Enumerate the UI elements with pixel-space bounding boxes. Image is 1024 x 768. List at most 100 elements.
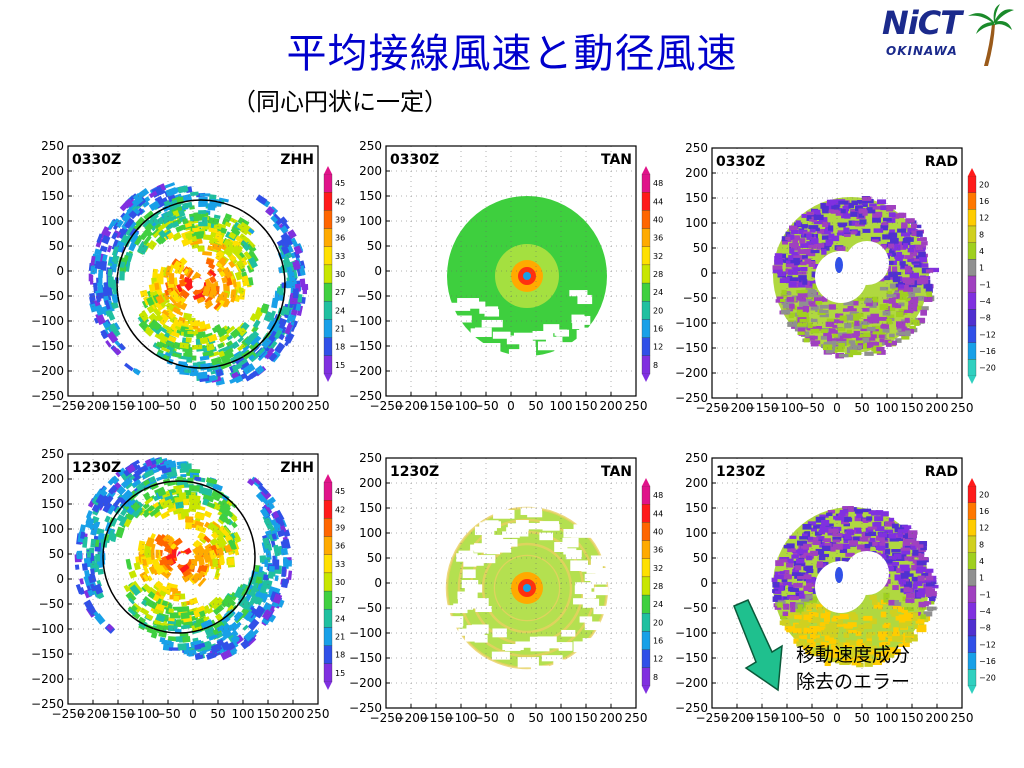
slide-title: 平均接線風速と動径風速 xyxy=(286,31,738,77)
x-tick-label: 100 xyxy=(876,711,899,725)
colorbar-label: 20 xyxy=(653,618,663,627)
y-tick-label: 250 xyxy=(685,451,708,465)
y-tick-label: −200 xyxy=(31,364,64,378)
y-tick-label: 150 xyxy=(685,191,708,205)
y-tick-label: −50 xyxy=(39,289,64,303)
y-tick-label: −200 xyxy=(675,366,708,380)
colorbar-label: 39 xyxy=(335,523,345,532)
x-tick-label: −250 xyxy=(696,401,729,415)
x-tick-label: −50 xyxy=(155,707,180,721)
x-tick-label: −100 xyxy=(771,711,804,725)
x-tick-label: 50 xyxy=(210,707,225,721)
x-tick-label: 200 xyxy=(282,399,305,413)
slide-subtitle: （同心円状に一定） xyxy=(232,88,448,116)
y-tick-label: 0 xyxy=(374,264,382,278)
colorbar: 45 42 39 36 33 30 27 24 21 18 15 xyxy=(323,474,345,690)
error-annotation: 移動速度成分 除去のエラー xyxy=(796,642,910,696)
panel-time-label: 1230Z xyxy=(716,464,765,480)
x-tick-label: 50 xyxy=(528,399,543,413)
colorbar-label: 21 xyxy=(335,325,345,334)
y-tick-label: 200 xyxy=(685,166,708,180)
radar-field xyxy=(74,456,293,661)
y-tick-label: 100 xyxy=(41,522,64,536)
radar-panel: 250 200 150 100 50 0 −50 −100 −150 −200 −250 −250 −2… xyxy=(338,451,663,742)
radar-field xyxy=(88,182,309,386)
y-tick-label: 150 xyxy=(41,497,64,511)
x-tick-label: 150 xyxy=(575,399,598,413)
radar-panel: 250 200 150 100 50 0 −50 −100 −150 −200 −250 −250 −2… xyxy=(664,451,996,742)
y-tick-label: −150 xyxy=(675,651,708,665)
colorbar-label: −8 xyxy=(979,314,991,323)
colorbar-label: 24 xyxy=(653,288,663,297)
colorbar-label: 33 xyxy=(335,560,345,569)
colorbar-label: 44 xyxy=(653,197,663,206)
x-tick-label: 0 xyxy=(189,399,197,413)
y-tick-label: 250 xyxy=(685,141,708,155)
x-tick-label: 0 xyxy=(833,401,841,415)
x-tick-label: 0 xyxy=(189,707,197,721)
radar-plot: 250200150100500−50−100−150−200−250−250−2… xyxy=(675,451,996,725)
y-tick-label: 0 xyxy=(700,266,708,280)
x-tick-label: −100 xyxy=(445,399,478,413)
colorbar-label: 4 xyxy=(979,247,984,256)
colorbar-label: −20 xyxy=(979,364,996,373)
y-tick-label: −250 xyxy=(675,701,708,715)
colorbar-label: 27 xyxy=(335,596,345,605)
colorbar-label: 20 xyxy=(979,180,989,189)
x-tick-label: 150 xyxy=(257,399,280,413)
x-tick-label: −150 xyxy=(746,401,779,415)
y-tick-label: 250 xyxy=(359,451,382,465)
x-tick-label: 200 xyxy=(600,711,623,725)
nict-okinawa-logo: NiCT OKINAWA xyxy=(876,4,1016,68)
arrow-icon xyxy=(733,599,783,692)
y-tick-label: 50 xyxy=(367,239,382,253)
y-tick-label: 100 xyxy=(359,526,382,540)
colorbar-label: −16 xyxy=(979,347,996,356)
colorbar-label: 12 xyxy=(653,655,663,664)
x-tick-label: −100 xyxy=(127,707,160,721)
colorbar-label: 16 xyxy=(653,637,663,646)
x-tick-label: 150 xyxy=(901,401,924,415)
y-tick-label: 150 xyxy=(359,189,382,203)
radar-panel: 250 200 150 100 50 0 −50 −100 −150 −200 −250 −250 −2… xyxy=(20,139,345,430)
x-tick-label: −150 xyxy=(420,711,453,725)
y-tick-label: 250 xyxy=(359,139,382,153)
y-tick-label: −150 xyxy=(349,651,382,665)
y-tick-label: 50 xyxy=(693,241,708,255)
colorbar-label: −12 xyxy=(979,640,996,649)
panel-time-label: 0330Z xyxy=(72,152,121,168)
y-tick-label: 100 xyxy=(685,526,708,540)
x-tick-label: −200 xyxy=(721,401,754,415)
radar-panel: 250 200 150 100 50 0 −50 −100 −150 −200 −250 −250 −2… xyxy=(20,447,345,738)
y-tick-label: 150 xyxy=(359,501,382,515)
colorbar-label: 12 xyxy=(653,343,663,352)
x-tick-label: 250 xyxy=(951,711,974,725)
logo-text: NiCT xyxy=(882,4,962,42)
colorbar-label: 16 xyxy=(979,507,989,516)
x-tick-label: 100 xyxy=(876,401,899,415)
y-tick-label: −100 xyxy=(349,314,382,328)
x-tick-label: −150 xyxy=(420,399,453,413)
radar-field xyxy=(771,506,939,668)
colorbar-label: 16 xyxy=(653,325,663,334)
y-tick-label: 0 xyxy=(56,264,64,278)
y-tick-label: −150 xyxy=(31,339,64,353)
colorbar-label: 8 xyxy=(979,230,984,239)
radar-panel: 250 200 150 100 50 0 −50 −100 −150 −200 −250 −250 −2… xyxy=(664,141,996,432)
colorbar: 48 44 40 36 32 28 24 20 16 12 8 xyxy=(641,166,663,382)
palm-tree-icon xyxy=(968,4,1014,66)
y-tick-label: −250 xyxy=(349,701,382,715)
y-tick-label: −200 xyxy=(349,364,382,378)
colorbar-label: −4 xyxy=(979,297,991,306)
x-tick-label: −150 xyxy=(102,399,135,413)
colorbar-label: −1 xyxy=(979,590,991,599)
x-tick-label: 150 xyxy=(901,711,924,725)
colorbar-label: 45 xyxy=(335,179,345,188)
colorbar-label: 40 xyxy=(653,215,663,224)
y-tick-label: −250 xyxy=(349,389,382,403)
y-tick-label: 200 xyxy=(41,472,64,486)
radar-plot: 250200150100500−50−100−150−200−250−250−2… xyxy=(675,141,996,415)
colorbar-label: 8 xyxy=(979,540,984,549)
colorbar-label: 8 xyxy=(653,673,658,682)
colorbar-label: −20 xyxy=(979,674,996,683)
